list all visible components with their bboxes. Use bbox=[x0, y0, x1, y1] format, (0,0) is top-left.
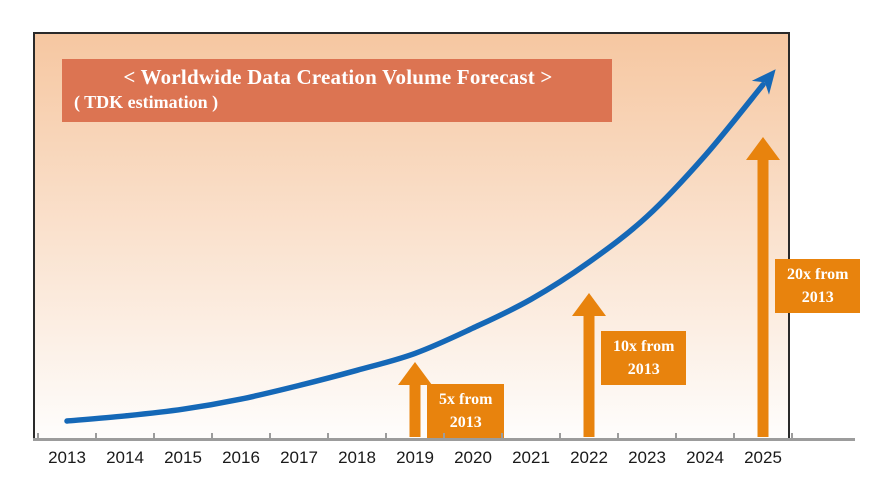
milestone-arrow-head-2025 bbox=[746, 137, 780, 160]
axis-tick bbox=[211, 433, 213, 438]
axis-tick bbox=[269, 433, 271, 438]
axis-year-label: 2016 bbox=[222, 448, 260, 467]
axis-tick bbox=[617, 433, 619, 438]
axis-year-label: 2025 bbox=[744, 448, 782, 467]
axis-tick bbox=[501, 433, 503, 438]
chart-subtitle: ( TDK estimation ) bbox=[74, 92, 219, 112]
forecast-curve bbox=[64, 69, 776, 424]
axis-tick bbox=[37, 433, 39, 438]
callout-line1: 20x from bbox=[787, 266, 849, 283]
callout-line2: 2013 bbox=[801, 289, 834, 307]
callout-line1: 10x from bbox=[613, 338, 675, 355]
axis-tick bbox=[153, 433, 155, 438]
axis-year-label: 2015 bbox=[164, 448, 202, 467]
milestone-arrow-shaft-2022 bbox=[583, 314, 595, 437]
axis-tick bbox=[327, 433, 329, 438]
axis-tick bbox=[559, 433, 561, 438]
axis-tick bbox=[791, 433, 793, 438]
milestone-arrow-shaft-2019 bbox=[409, 383, 421, 437]
axis-tick bbox=[385, 433, 387, 438]
axis-tick bbox=[733, 433, 735, 438]
axis-year-label: 2019 bbox=[396, 448, 434, 467]
axis-year-label: 2020 bbox=[454, 448, 492, 467]
milestone-arrow-head-2022 bbox=[572, 293, 606, 316]
axis-tick bbox=[443, 433, 445, 438]
callout-line1: 5x from bbox=[439, 391, 493, 408]
callout-5x-from-2013: 5x from 2013 bbox=[427, 384, 505, 439]
chart-title: < Worldwide Data Creation Volume Forecas… bbox=[123, 65, 553, 89]
axis-year-label: 2018 bbox=[338, 448, 376, 467]
callout-line2: 2013 bbox=[449, 414, 482, 432]
callout-10x-from-2013: 10x from 2013 bbox=[601, 331, 687, 386]
milestone-arrow-head-2019 bbox=[398, 362, 432, 385]
axis-year-label: 2022 bbox=[570, 448, 608, 467]
axis-year-label: 2021 bbox=[512, 448, 550, 467]
axis-year-label: 2024 bbox=[686, 448, 724, 467]
axis-year-label: 2013 bbox=[48, 448, 86, 467]
axis-tick bbox=[675, 433, 677, 438]
axis-tick bbox=[95, 433, 97, 438]
callout-20x-from-2013: 20x from 2013 bbox=[775, 259, 861, 314]
chart-title-box: < Worldwide Data Creation Volume Forecas… bbox=[62, 59, 612, 122]
axis-year-label: 2017 bbox=[280, 448, 318, 467]
axis-year-label: 2014 bbox=[106, 448, 144, 467]
x-axis-line bbox=[33, 438, 855, 441]
milestone-arrow-shaft-2025 bbox=[757, 158, 769, 437]
axis-year-label: 2023 bbox=[628, 448, 666, 467]
callout-line2: 2013 bbox=[627, 361, 660, 379]
